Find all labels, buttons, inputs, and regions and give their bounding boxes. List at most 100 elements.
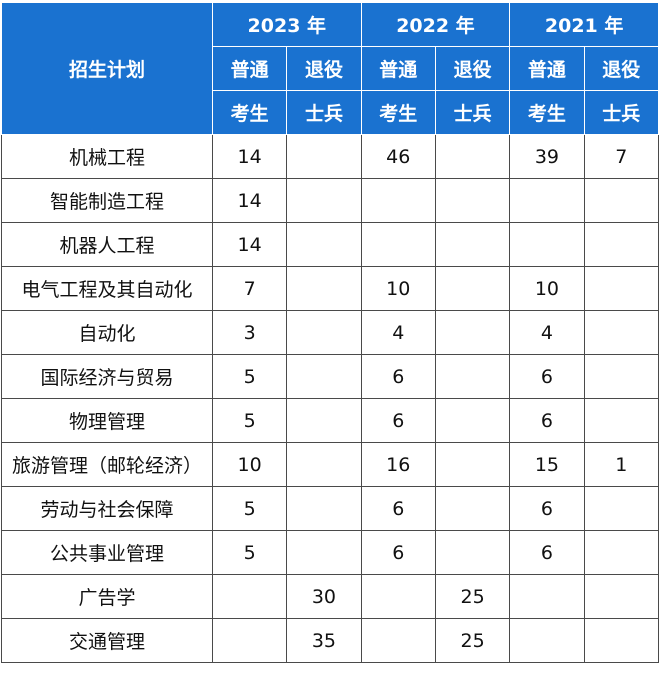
- major-name-cell: 劳动与社会保障: [1, 486, 213, 531]
- quota-cell: [434, 266, 511, 311]
- header-veteran-top: 退役: [286, 46, 362, 91]
- quota-cell: 46: [360, 134, 436, 179]
- major-name-cell: 物理管理: [1, 398, 213, 443]
- quota-cell: [286, 354, 362, 399]
- quota-cell: [583, 222, 660, 267]
- quota-cell: 4: [360, 310, 436, 355]
- table-row: 交通管理 35 25: [1, 618, 660, 663]
- quota-cell: 7: [583, 134, 660, 179]
- header-regular-top: 普通: [211, 46, 288, 91]
- quota-cell: 5: [211, 398, 288, 443]
- header-regular-bottom: 考生: [211, 90, 288, 135]
- table-row: 自动化 3 4 4: [1, 310, 660, 355]
- table-row: 劳动与社会保障 5 6 6: [1, 486, 660, 531]
- quota-cell: [360, 178, 436, 223]
- quota-cell: [509, 574, 585, 619]
- quota-cell: 7: [211, 266, 288, 311]
- quota-cell: 10: [211, 442, 288, 487]
- quota-cell: [286, 178, 362, 223]
- quota-cell: 6: [360, 398, 436, 443]
- quota-cell: 5: [211, 486, 288, 531]
- header-veteran-top: 退役: [434, 46, 511, 91]
- major-name-cell: 机器人工程: [1, 222, 213, 267]
- quota-cell: [434, 486, 511, 531]
- quota-cell: 1: [583, 442, 660, 487]
- quota-cell: [286, 398, 362, 443]
- quota-cell: 39: [509, 134, 585, 179]
- quota-cell: [434, 442, 511, 487]
- quota-cell: 6: [360, 530, 436, 575]
- header-regular-top: 普通: [509, 46, 585, 91]
- major-name-cell: 自动化: [1, 310, 213, 355]
- table-row: 广告学 30 25: [1, 574, 660, 619]
- quota-cell: 15: [509, 442, 585, 487]
- quota-cell: [583, 398, 660, 443]
- header-veteran-top: 退役: [583, 46, 660, 91]
- major-name-cell: 机械工程: [1, 134, 213, 179]
- quota-cell: [434, 222, 511, 267]
- table-row: 机器人工程 14: [1, 222, 660, 267]
- quota-cell: [434, 398, 511, 443]
- quota-cell: [583, 354, 660, 399]
- quota-cell: [583, 266, 660, 311]
- quota-cell: 25: [434, 574, 511, 619]
- quota-cell: [360, 574, 436, 619]
- quota-cell: [434, 310, 511, 355]
- quota-cell: [286, 442, 362, 487]
- table-row: 机械工程 14 46 39 7: [1, 134, 660, 179]
- table-row: 公共事业管理 5 6 6: [1, 530, 660, 575]
- quota-cell: 3: [211, 310, 288, 355]
- header-veteran-bottom: 士兵: [434, 90, 511, 135]
- quota-cell: 4: [509, 310, 585, 355]
- quota-cell: 5: [211, 354, 288, 399]
- quota-cell: 25: [434, 618, 511, 663]
- header-regular-bottom: 考生: [360, 90, 436, 135]
- quota-cell: [360, 618, 436, 663]
- quota-cell: [583, 486, 660, 531]
- quota-cell: [583, 310, 660, 355]
- header-row-subtypes-top: 普通 退役 普通 退役 普通 退役: [2, 46, 660, 91]
- header-year-2021: 2021 年: [509, 2, 659, 47]
- quota-cell: 14: [211, 178, 288, 223]
- major-name-cell: 广告学: [1, 574, 213, 619]
- major-name-cell: 国际经济与贸易: [1, 354, 213, 399]
- quota-cell: 35: [286, 618, 362, 663]
- quota-cell: [211, 618, 288, 663]
- quota-cell: [286, 266, 362, 311]
- quota-cell: 14: [211, 134, 288, 179]
- quota-cell: 6: [509, 530, 585, 575]
- quota-cell: 16: [360, 442, 436, 487]
- quota-cell: 6: [360, 354, 436, 399]
- table-row: 旅游管理（邮轮经济） 10 16 15 1: [1, 442, 660, 487]
- enrollment-plan-table: 招生计划 2023 年 2022 年 2021 年 普通 退役 普通 退役 普通…: [1, 2, 660, 663]
- table-row: 国际经济与贸易 5 6 6: [1, 354, 660, 399]
- header-row-subtypes-bottom: 考生 士兵 考生 士兵 考生 士兵: [2, 90, 660, 135]
- quota-cell: 10: [509, 266, 585, 311]
- quota-cell: 10: [360, 266, 436, 311]
- major-name-cell: 电气工程及其自动化: [1, 266, 213, 311]
- table-row: 智能制造工程 14: [1, 178, 660, 223]
- quota-cell: [286, 222, 362, 267]
- table-row: 物理管理 5 6 6: [1, 398, 660, 443]
- quota-cell: [509, 618, 585, 663]
- table-row: 电气工程及其自动化 7 10 10: [1, 266, 660, 311]
- quota-cell: [583, 530, 660, 575]
- quota-cell: [360, 222, 436, 267]
- quota-cell: [434, 530, 511, 575]
- header-veteran-bottom: 士兵: [583, 90, 660, 135]
- major-name-cell: 旅游管理（邮轮经济）: [1, 442, 213, 487]
- quota-cell: [286, 486, 362, 531]
- major-name-cell: 公共事业管理: [1, 530, 213, 575]
- header-year-2023: 2023 年: [211, 2, 362, 47]
- header-enrollment-plan: 招生计划: [1, 2, 213, 135]
- quota-cell: 6: [509, 486, 585, 531]
- quota-cell: [434, 178, 511, 223]
- quota-cell: 14: [211, 222, 288, 267]
- header-row-years: 招生计划 2023 年 2022 年 2021 年: [1, 2, 659, 135]
- quota-cell: [434, 134, 511, 179]
- quota-cell: [583, 618, 660, 663]
- quota-cell: 30: [286, 574, 362, 619]
- major-name-cell: 智能制造工程: [1, 178, 213, 223]
- major-name-cell: 交通管理: [1, 618, 213, 663]
- quota-cell: [583, 574, 660, 619]
